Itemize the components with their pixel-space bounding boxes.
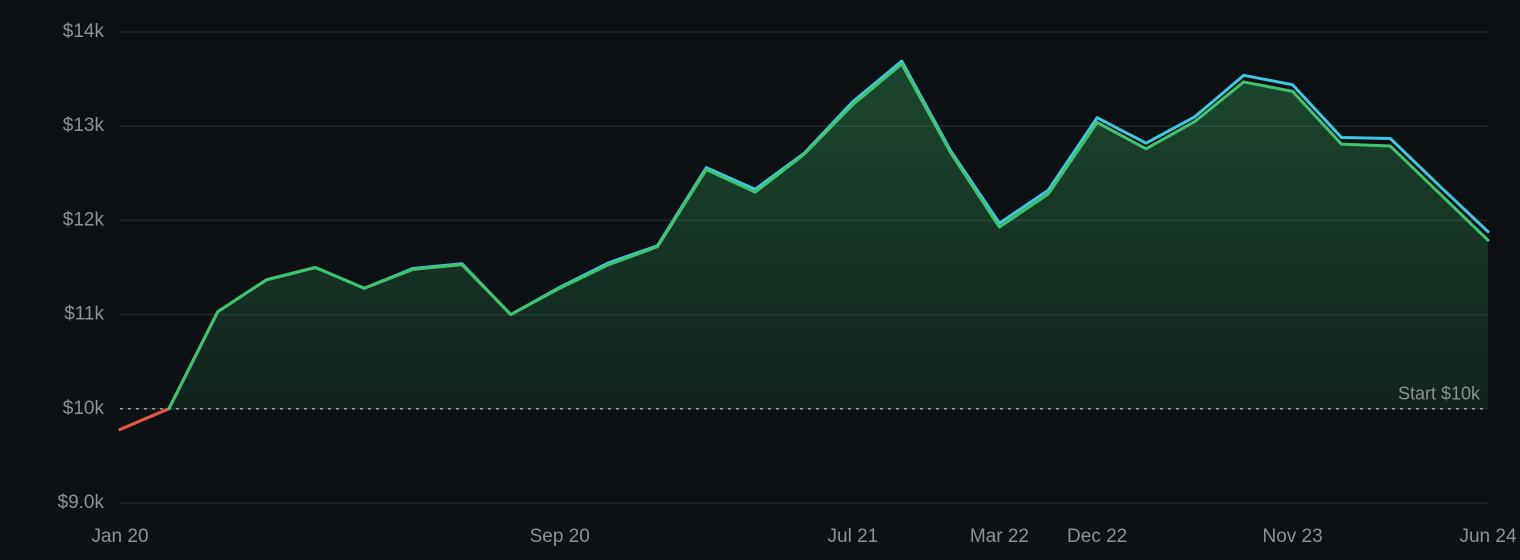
x-tick-label: Jan 20 [91, 526, 148, 547]
x-tick-label: Mar 22 [970, 526, 1029, 547]
x-tick-label: Sep 20 [530, 526, 590, 547]
area [168, 64, 1488, 409]
y-tick-label: $10k [63, 398, 105, 419]
y-tick-label: $14k [63, 21, 105, 42]
x-tick-label: Dec 22 [1067, 526, 1127, 547]
line [167, 62, 1490, 411]
x-tick-label: Jul 21 [828, 526, 879, 547]
x-tick-label: Jun 24 [1459, 526, 1516, 547]
x-tick-label: Nov 23 [1262, 526, 1322, 547]
y-tick-label: $11k [64, 304, 104, 325]
baseline-label: Start $10k [1398, 384, 1481, 404]
y-tick-label: $12k [63, 209, 105, 230]
y-tick-label: $13k [63, 115, 105, 136]
y-tick-label: $9.0k [58, 492, 105, 513]
line [118, 407, 171, 432]
